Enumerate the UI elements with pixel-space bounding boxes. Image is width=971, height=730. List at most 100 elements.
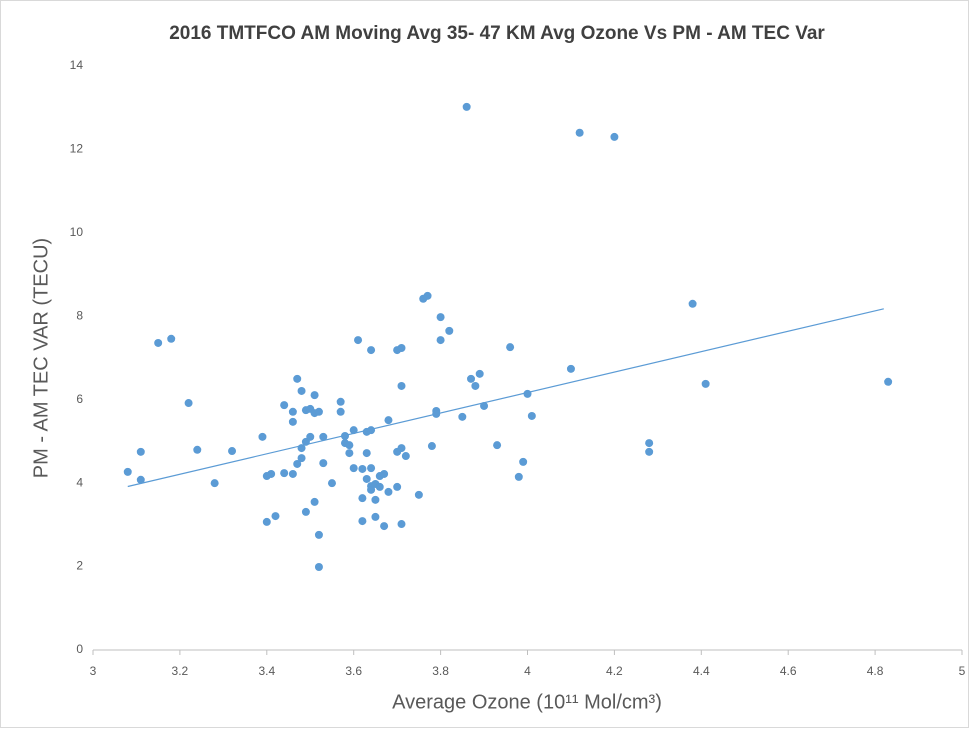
point [306, 432, 315, 441]
point [358, 494, 367, 503]
point [280, 401, 289, 410]
chart-title: 2016 TMTFCO AM Moving Avg 35- 47 KM Avg … [169, 23, 825, 44]
point [258, 432, 267, 441]
point [384, 416, 393, 425]
point [271, 512, 280, 521]
point [566, 364, 575, 373]
point [375, 482, 384, 491]
point [345, 449, 354, 458]
point [280, 469, 289, 478]
point [519, 457, 528, 466]
point [319, 432, 328, 441]
point [393, 482, 402, 491]
point [262, 517, 271, 526]
point [349, 464, 358, 473]
point [506, 343, 515, 352]
point [301, 507, 310, 516]
point [362, 474, 371, 483]
point [423, 291, 432, 300]
point [401, 452, 410, 461]
point [345, 441, 354, 450]
y-tick-label: 0 [76, 642, 83, 656]
point [367, 426, 376, 435]
point [436, 336, 445, 345]
x-tick-label: 3.2 [172, 664, 189, 678]
point [367, 464, 376, 473]
point [397, 343, 406, 352]
point [471, 381, 480, 390]
point [527, 411, 536, 420]
point [701, 379, 710, 388]
point [380, 469, 389, 478]
x-tick-label: 3.8 [432, 664, 449, 678]
point [297, 386, 306, 395]
point [475, 369, 484, 378]
point [436, 313, 445, 322]
point [427, 442, 436, 451]
point [341, 432, 350, 441]
point [354, 336, 363, 345]
point [319, 459, 328, 468]
point [314, 407, 323, 416]
x-axis-title: Average Ozone (10¹¹ Mol/cm³) [392, 691, 662, 713]
point [184, 399, 193, 408]
x-tick-label: 4.6 [780, 664, 797, 678]
point [293, 374, 302, 383]
point [349, 426, 358, 435]
point [458, 412, 467, 421]
point [288, 469, 297, 478]
point [358, 517, 367, 526]
point [210, 479, 219, 488]
point [397, 520, 406, 529]
point [310, 391, 319, 400]
point [123, 467, 132, 476]
x-tick-label: 4.2 [606, 664, 623, 678]
point [193, 445, 202, 454]
x-tick-label: 4 [524, 664, 531, 678]
point [228, 447, 237, 456]
y-tick-label: 4 [76, 475, 83, 489]
x-tick-label: 4.8 [867, 664, 884, 678]
point [610, 132, 619, 141]
point [884, 377, 893, 386]
y-tick-label: 14 [70, 58, 84, 72]
point [336, 397, 345, 406]
trendline [127, 308, 884, 488]
x-tick-label: 3.4 [258, 664, 275, 678]
point [358, 464, 367, 473]
point [462, 102, 471, 111]
point [367, 485, 376, 494]
point [288, 407, 297, 416]
point [310, 497, 319, 506]
y-tick-label: 6 [76, 392, 83, 406]
point [297, 454, 306, 463]
point [136, 475, 145, 484]
point [336, 407, 345, 416]
point [367, 346, 376, 355]
point [288, 417, 297, 426]
point [314, 530, 323, 539]
point [575, 128, 584, 137]
y-tick-label: 2 [76, 559, 83, 573]
point [645, 439, 654, 448]
point [167, 334, 176, 343]
x-tick-label: 3.6 [345, 664, 362, 678]
point [688, 299, 697, 308]
y-tick-label: 12 [70, 142, 84, 156]
point [293, 459, 302, 468]
point [397, 444, 406, 453]
y-tick-label: 8 [76, 308, 83, 322]
point [362, 449, 371, 458]
point [154, 338, 163, 347]
x-tick-label: 4.4 [693, 664, 710, 678]
point [480, 401, 489, 410]
point [267, 469, 276, 478]
x-tick-label: 3 [90, 664, 97, 678]
point [297, 444, 306, 453]
point [327, 479, 336, 488]
point [523, 389, 532, 398]
point [445, 326, 454, 335]
y-axis-title: PM - AM TEC VAR (TECU) [30, 238, 52, 478]
